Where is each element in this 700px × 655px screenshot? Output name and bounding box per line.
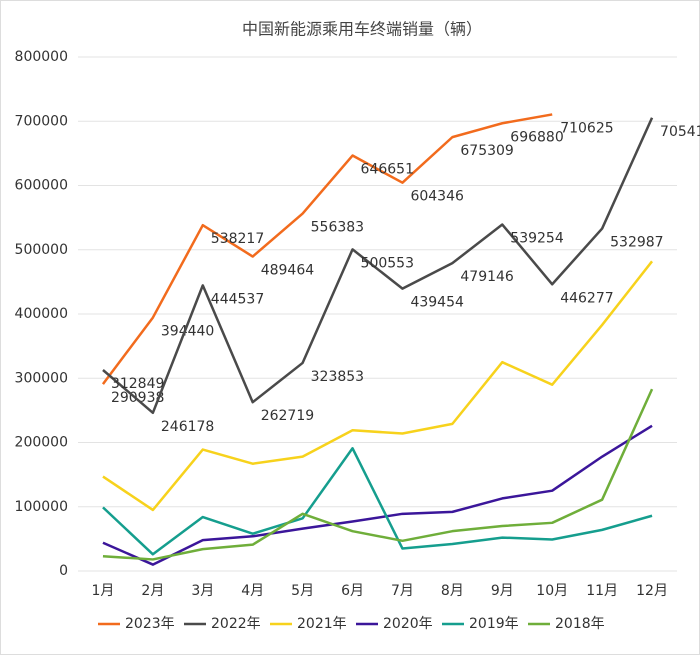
y-tick-label: 400000 — [15, 306, 68, 322]
data-label: 312849 — [111, 376, 164, 392]
y-tick-label: 0 — [59, 563, 68, 579]
x-tick-label: 5月 — [291, 583, 314, 599]
y-tick-label: 500000 — [15, 242, 68, 258]
data-label: 500553 — [361, 255, 414, 271]
series-line — [102, 388, 654, 561]
data-label: 696880 — [510, 129, 563, 145]
y-tick-label: 200000 — [15, 435, 68, 451]
data-label: 539254 — [510, 231, 564, 247]
data-label: 556383 — [311, 220, 364, 236]
data-label: 246178 — [161, 419, 214, 435]
data-label: 290938 — [111, 390, 164, 406]
y-tick-label: 300000 — [15, 370, 68, 386]
y-tick-label: 800000 — [15, 49, 68, 65]
data-label: 323853 — [311, 369, 364, 385]
y-tick-label: 700000 — [15, 113, 68, 129]
data-label: 646651 — [361, 162, 414, 178]
series-line — [102, 117, 654, 415]
data-label: 489464 — [261, 263, 315, 279]
legend-label: 2018年 — [555, 616, 605, 632]
x-tick-label: 2月 — [141, 583, 164, 599]
x-tick-label: 3月 — [191, 583, 214, 599]
series-line — [102, 424, 653, 566]
x-tick-label: 8月 — [441, 583, 464, 599]
data-label: 675309 — [460, 143, 513, 159]
legend-label: 2019年 — [469, 616, 519, 632]
data-label: 444537 — [211, 291, 264, 307]
x-tick-label: 6月 — [341, 583, 364, 599]
x-tick-label: 4月 — [241, 583, 264, 599]
data-label: 538217 — [211, 231, 264, 247]
series-line — [102, 447, 653, 556]
y-tick-label: 100000 — [15, 499, 68, 515]
data-label: 705416 — [660, 124, 700, 140]
data-label: 479146 — [460, 269, 514, 285]
data-label: 446277 — [560, 290, 613, 306]
data-label: 604346 — [410, 189, 464, 205]
data-label: 394440 — [161, 324, 214, 340]
data-label: 262719 — [261, 408, 314, 424]
y-tick-label: 600000 — [15, 178, 68, 194]
data-label: 439454 — [410, 295, 464, 311]
x-tick-label: 1月 — [91, 583, 114, 599]
legend-label: 2023年 — [125, 616, 175, 632]
data-label: 532987 — [610, 235, 663, 251]
x-tick-label: 11月 — [586, 583, 618, 599]
series-line — [102, 260, 654, 512]
x-tick-label: 9月 — [491, 583, 514, 599]
series-line — [101, 113, 553, 385]
x-tick-label: 7月 — [391, 583, 414, 599]
legend-label: 2021年 — [297, 616, 347, 632]
x-tick-label: 10月 — [536, 583, 568, 599]
x-tick-label: 12月 — [636, 583, 668, 599]
legend-label: 2020年 — [383, 616, 433, 632]
chart-title: 中国新能源乘用车终端销量（辆） — [242, 20, 482, 39]
legend-label: 2022年 — [211, 616, 261, 632]
data-label: 710625 — [560, 120, 613, 136]
